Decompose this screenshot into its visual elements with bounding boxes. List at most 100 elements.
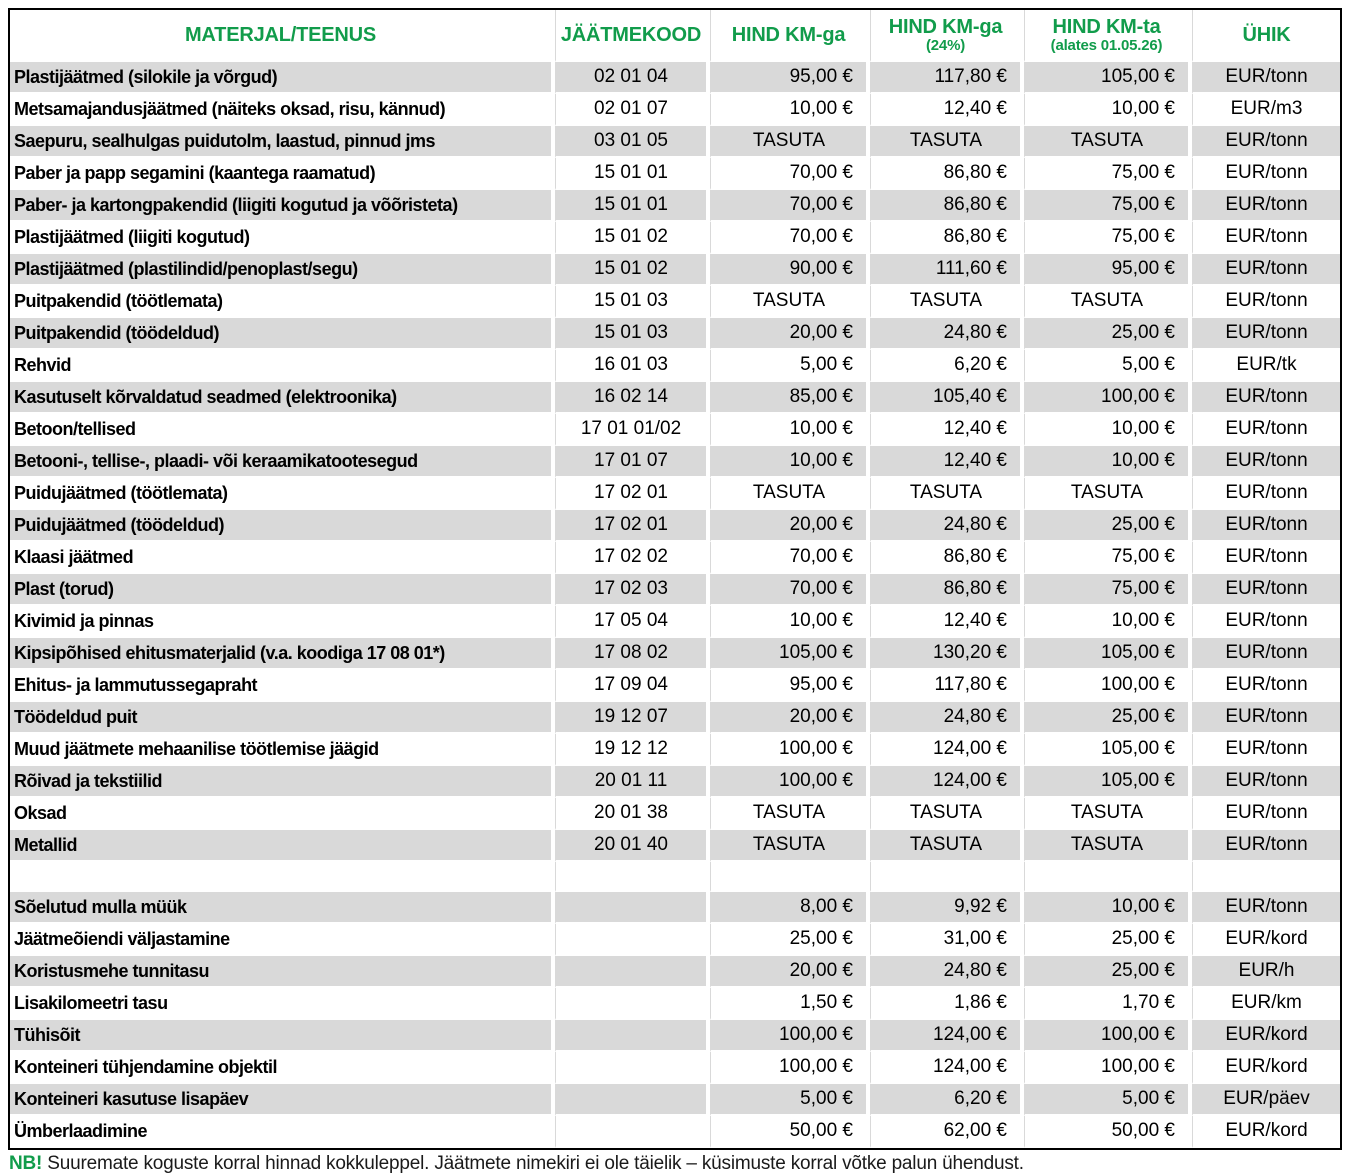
code-cell: [555, 924, 710, 956]
km_ga24-cell: TASUTA: [870, 478, 1024, 510]
km_ga-cell: 100,00 €: [710, 1052, 870, 1084]
km_ga24-cell: 117,80 €: [870, 670, 1024, 702]
name-cell: Klaasi jäätmed: [10, 542, 555, 574]
name-cell: Rehvid: [10, 350, 555, 382]
name-cell: Betoon/tellised: [10, 414, 555, 446]
km_ta-cell: 5,00 €: [1024, 350, 1192, 382]
name-cell: Tühisõit: [10, 1020, 555, 1052]
table-row: Klaasi jäätmed 17 02 02 70,00 €86,80 €75,0…: [10, 542, 1340, 574]
km_ta-cell: 105,00 €: [1024, 766, 1192, 798]
km_ga-cell: 70,00 €: [710, 222, 870, 254]
km_ga24-cell: 124,00 €: [870, 1020, 1024, 1052]
name-cell: Kivimid ja pinnas: [10, 606, 555, 638]
unit-cell: EUR/tonn: [1192, 766, 1340, 798]
km_ga24-cell: [870, 862, 1024, 892]
table-row: Töödeldud puit 19 12 07 20,00 €24,80 €25,0…: [10, 702, 1340, 734]
code-cell: [555, 862, 710, 892]
km_ta-cell: 10,00 €: [1024, 94, 1192, 126]
km_ga24-cell: TASUTA: [870, 830, 1024, 862]
code-cell: [555, 1116, 710, 1148]
code-cell: 16 02 14: [555, 382, 710, 414]
km_ga-cell: 20,00 €: [710, 510, 870, 542]
km_ta-cell: [1024, 862, 1192, 892]
km_ga24-cell: 6,20 €: [870, 350, 1024, 382]
unit-cell: EUR/tonn: [1192, 638, 1340, 670]
km_ga24-cell: 124,00 €: [870, 734, 1024, 766]
unit-cell: EUR/kord: [1192, 924, 1340, 956]
km_ga-cell: 20,00 €: [710, 318, 870, 350]
column-header-label: HIND KM-ga: [731, 24, 846, 46]
note-text: Suuremate koguste korral hinnad kokkulep…: [42, 1153, 1024, 1174]
km_ga-cell: TASUTA: [710, 830, 870, 862]
table-row: Konteineri tühjendamine objektil 100,00 €…: [10, 1052, 1340, 1084]
km_ta-cell: 1,70 €: [1024, 988, 1192, 1020]
km_ta-cell: 10,00 €: [1024, 892, 1192, 924]
column-header-km_ga24: HIND KM-ga (24%): [870, 10, 1024, 62]
km_ga-cell: 100,00 €: [710, 766, 870, 798]
name-cell: Paber ja papp segamini (kaantega raamatu…: [10, 158, 555, 190]
km_ga-cell: 50,00 €: [710, 1116, 870, 1148]
km_ga-cell: TASUTA: [710, 126, 870, 158]
column-header-label: JÄÄTMEKOOD: [560, 24, 702, 46]
km_ga-cell: 8,00 €: [710, 892, 870, 924]
name-cell: Puidujäätmed (töötlemata): [10, 478, 555, 510]
km_ga-cell: 100,00 €: [710, 734, 870, 766]
table-row: Konteineri kasutuse lisapäev 5,00 €6,20 €…: [10, 1084, 1340, 1116]
km_ga-cell: 105,00 €: [710, 638, 870, 670]
table-row: Rehvid 16 01 03 5,00 €6,20 €5,00 € EUR/tk: [10, 350, 1340, 382]
name-cell: Metsamajandusjäätmed (näiteks oksad, ris…: [10, 94, 555, 126]
km_ta-cell: 75,00 €: [1024, 542, 1192, 574]
km_ta-cell: TASUTA: [1024, 830, 1192, 862]
unit-cell: EUR/tonn: [1192, 158, 1340, 190]
km_ga-cell: 85,00 €: [710, 382, 870, 414]
code-cell: 17 02 01: [555, 510, 710, 542]
column-header-km_ga: HIND KM-ga: [710, 10, 870, 62]
name-cell: Puitpakendid (töödeldud): [10, 318, 555, 350]
table-row: Jäätmeõiendi väljastamine 25,00 €31,00 €2…: [10, 924, 1340, 956]
name-cell: Plastijäätmed (liigiti kogutud): [10, 222, 555, 254]
unit-cell: EUR/kord: [1192, 1116, 1340, 1148]
unit-cell: EUR/h: [1192, 956, 1340, 988]
name-cell: Konteineri tühjendamine objektil: [10, 1052, 555, 1084]
km_ta-cell: 10,00 €: [1024, 606, 1192, 638]
unit-cell: EUR/tonn: [1192, 734, 1340, 766]
km_ga-cell: 10,00 €: [710, 94, 870, 126]
unit-cell: EUR/tonn: [1192, 510, 1340, 542]
km_ta-cell: 105,00 €: [1024, 734, 1192, 766]
km_ga24-cell: 124,00 €: [870, 1052, 1024, 1084]
km_ta-cell: 75,00 €: [1024, 158, 1192, 190]
km_ga24-cell: 12,40 €: [870, 414, 1024, 446]
column-header-label: ÜHIK: [1242, 24, 1291, 46]
km_ga-cell: [710, 862, 870, 892]
code-cell: 15 01 01: [555, 158, 710, 190]
code-cell: 19 12 07: [555, 702, 710, 734]
unit-cell: EUR/kord: [1192, 1052, 1340, 1084]
km_ga-cell: TASUTA: [710, 478, 870, 510]
km_ga24-cell: 24,80 €: [870, 956, 1024, 988]
km_ga-cell: 10,00 €: [710, 414, 870, 446]
unit-cell: EUR/tonn: [1192, 254, 1340, 286]
name-cell: Konteineri kasutuse lisapäev: [10, 1084, 555, 1116]
name-cell: Muud jäätmete mehaanilise töötlemise jää…: [10, 734, 555, 766]
name-cell: Kasutuselt kõrvaldatud seadmed (elektroo…: [10, 382, 555, 414]
km_ga-cell: TASUTA: [710, 798, 870, 830]
km_ta-cell: 75,00 €: [1024, 222, 1192, 254]
km_ta-cell: 105,00 €: [1024, 62, 1192, 94]
km_ta-cell: 100,00 €: [1024, 1020, 1192, 1052]
km_ga-cell: 25,00 €: [710, 924, 870, 956]
km_ga-cell: 95,00 €: [710, 62, 870, 94]
name-cell: Paber- ja kartongpakendid (liigiti kogut…: [10, 190, 555, 222]
name-cell: Oksad: [10, 798, 555, 830]
unit-cell: EUR/tonn: [1192, 414, 1340, 446]
km_ga-cell: 95,00 €: [710, 670, 870, 702]
name-cell: Rõivad ja tekstiilid: [10, 766, 555, 798]
code-cell: 15 01 02: [555, 222, 710, 254]
table-row: Paber ja papp segamini (kaantega raamatu…: [10, 158, 1340, 190]
code-cell: 17 01 01/02: [555, 414, 710, 446]
unit-cell: EUR/tonn: [1192, 478, 1340, 510]
unit-cell: EUR/tonn: [1192, 126, 1340, 158]
unit-cell: EUR/tonn: [1192, 798, 1340, 830]
km_ta-cell: 10,00 €: [1024, 414, 1192, 446]
name-cell: Plastijäätmed (plastilindid/penoplast/se…: [10, 254, 555, 286]
name-cell: Koristusmehe tunnitasu: [10, 956, 555, 988]
